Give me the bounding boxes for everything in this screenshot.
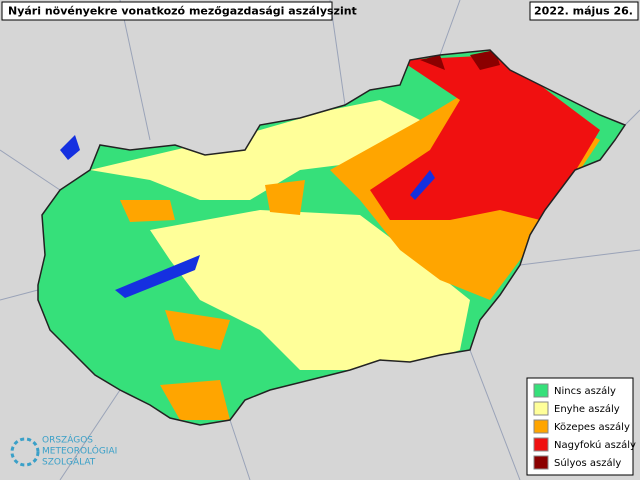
logo: ORSZÁGOS METEOROLÓGIAI SZOLGÁLAT xyxy=(10,434,117,468)
legend: Nincs aszály Enyhe aszály Közepes aszály Na… xyxy=(533,383,636,470)
lake xyxy=(60,135,80,160)
date-box xyxy=(529,1,639,21)
legend-swatch xyxy=(533,419,549,434)
logo-line: METEOROLÓGIAI xyxy=(42,445,117,457)
title: Nyári növényekre vonatkozó mezőgazdasági… xyxy=(8,5,357,18)
legend-swatch xyxy=(533,455,549,470)
logo-line: ORSZÁGOS xyxy=(42,434,93,446)
legend-label: Nincs aszály xyxy=(554,385,616,397)
legend-label: Súlyos aszály xyxy=(554,457,621,469)
legend-swatch xyxy=(533,401,549,416)
legend-swatch xyxy=(533,383,549,398)
legend-label: Nagyfokú aszály xyxy=(554,439,636,451)
date: 2022. május 26. xyxy=(534,5,633,18)
logo-line: SZOLGÁLAT xyxy=(42,456,96,468)
legend-swatch xyxy=(533,437,549,452)
title-box xyxy=(1,1,333,21)
legend-label: Közepes aszály xyxy=(554,421,630,433)
legend-label: Enyhe aszály xyxy=(554,403,620,415)
